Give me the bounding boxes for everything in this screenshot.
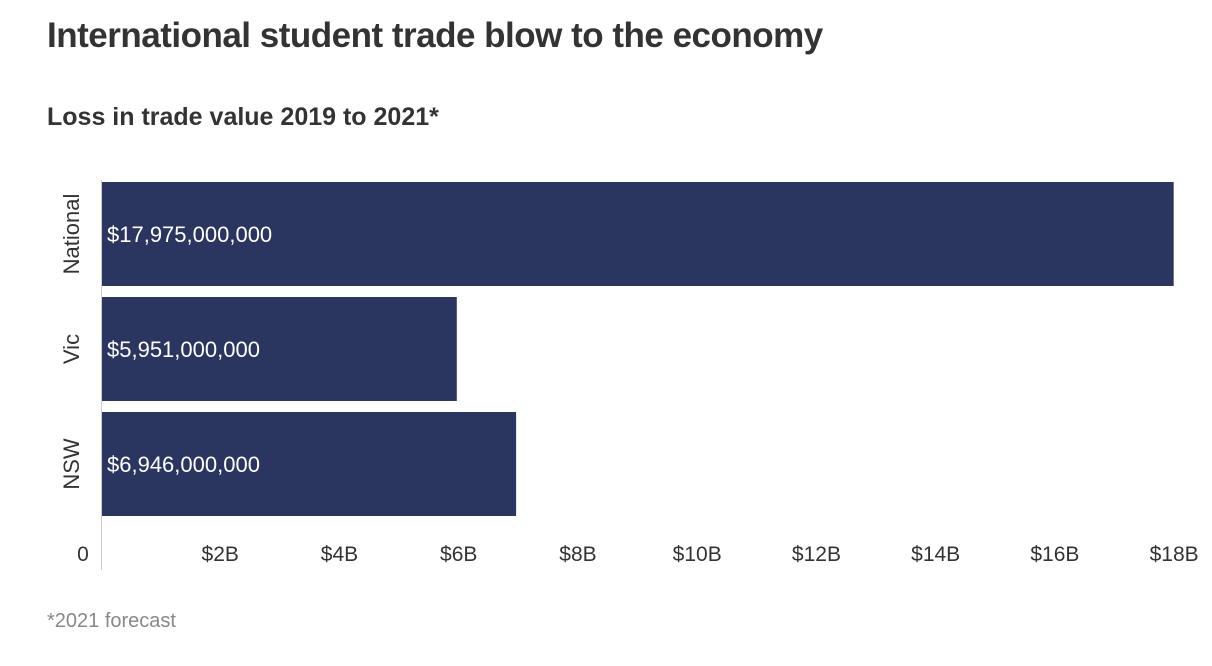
x-tick-label: $10B — [673, 543, 722, 566]
bars — [102, 182, 1174, 516]
chart-subtitle: Loss in trade value 2019 to 2021* — [47, 103, 439, 131]
category-labels: National Vic NSW — [59, 194, 84, 490]
x-tick-label: $4B — [321, 543, 358, 566]
footnote: *2021 forecast — [47, 610, 176, 632]
x-tick-label: $2B — [202, 543, 239, 566]
x-tick-label: $14B — [911, 543, 960, 566]
bar-vic — [102, 297, 457, 401]
bar-chart: $17,975,000,000 $5,951,000,000 $6,946,000,… — [59, 180, 1199, 570]
x-tick-label: $8B — [559, 543, 596, 566]
category-label-nsw: NSW — [59, 438, 84, 490]
chart-title: International student trade blow to the … — [47, 16, 823, 55]
x-tick-label: $6B — [440, 543, 477, 566]
x-axis-ticks: 0 $2B $4B $6B $8B $10B $12B $14B $16B $18B — [77, 543, 1199, 566]
bar-labels: $17,975,000,000 $5,951,000,000 $6,946,000,… — [107, 222, 272, 477]
category-label-national: National — [59, 194, 84, 275]
bar-value-label-nsw: $6,946,000,000 — [107, 452, 260, 477]
x-tick-label: $12B — [792, 543, 841, 566]
x-tick-label: $16B — [1030, 543, 1079, 566]
category-label-vic: Vic — [59, 334, 84, 364]
bar-nsw — [102, 412, 517, 516]
x-tick-label: $18B — [1150, 543, 1199, 566]
bar-value-label-vic: $5,951,000,000 — [107, 337, 260, 362]
bar-national — [102, 182, 1174, 286]
bar-value-label-national: $17,975,000,000 — [107, 222, 272, 247]
x-tick-label: 0 — [77, 543, 89, 566]
